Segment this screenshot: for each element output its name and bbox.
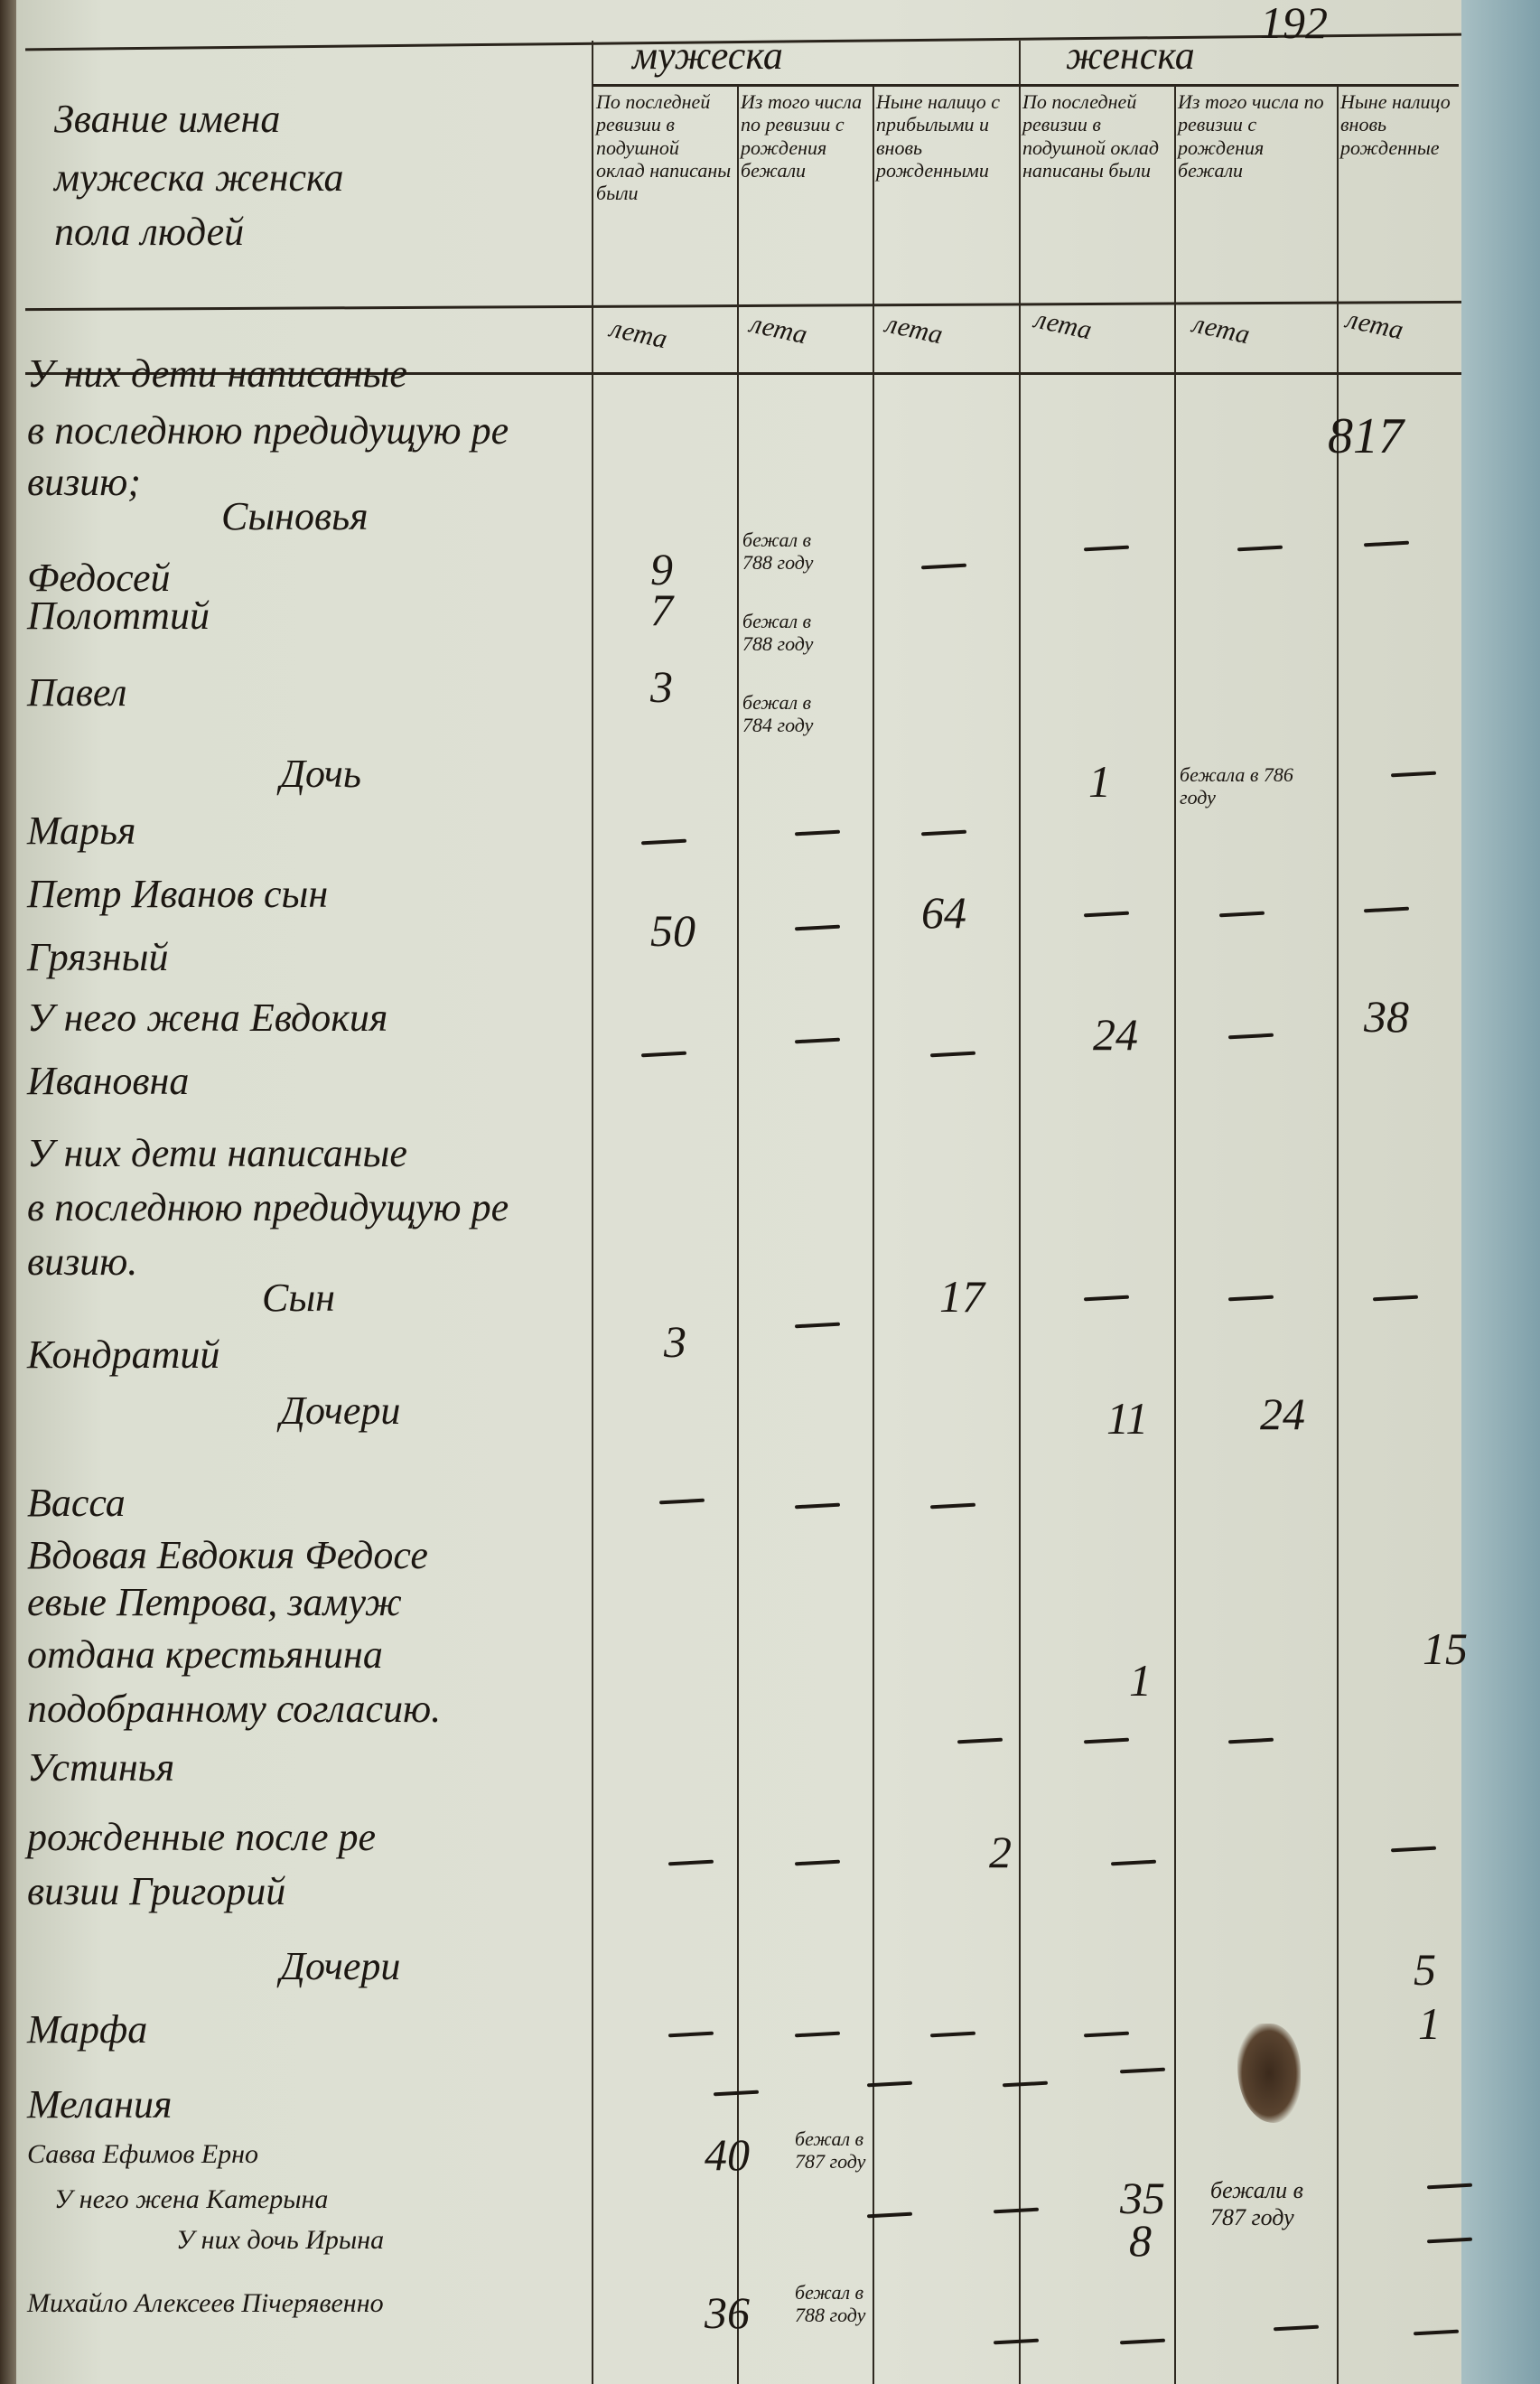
female-now: 15 <box>1423 1623 1468 1674</box>
male-fled: бежал в 788 году <box>742 528 814 575</box>
subcol-3: Ныне налицо с прибылыми и вновь рожденны… <box>876 90 1001 182</box>
male-prev: 40 <box>705 2129 750 2180</box>
row-name: Дочери <box>280 1388 401 1433</box>
row-name: подобранному согласию. <box>27 1687 442 1731</box>
row-name: Павел <box>27 670 127 715</box>
row-name: У него жена Евдокия <box>27 996 388 1040</box>
row-name: У них дочь Ирына <box>176 2225 385 2255</box>
male-prev: 7 <box>650 584 673 635</box>
row-name: У него жена Катерына <box>54 2184 329 2214</box>
row-name: Васса <box>27 1481 126 1525</box>
row-name: Мелания <box>27 2082 173 2127</box>
male-prev: 9 <box>650 544 673 594</box>
document-page <box>16 0 1461 2384</box>
header-name-1: Звание имена <box>54 97 281 141</box>
row-name: Устинья <box>27 1745 175 1790</box>
row-name: Петр Иванов сын <box>27 872 329 916</box>
row-name: Марфа <box>27 2007 148 2052</box>
page-number: 192 <box>1260 0 1328 48</box>
row-name: Грязный <box>27 935 169 979</box>
header-name-2: мужеска женска <box>54 155 344 200</box>
row-name: рожденные после ре <box>27 1815 377 1859</box>
male-fled: бежал в 787 году <box>795 2127 866 2174</box>
row-name: в последнюю предидущую ре <box>27 408 509 453</box>
header-name-3: пола людей <box>54 210 245 254</box>
subcol-2: Из того числа по ревизии с рождения бежа… <box>741 90 863 182</box>
female-fled: 24 <box>1260 1388 1305 1439</box>
rule-unit-bottom <box>25 372 1461 375</box>
male-prev: 3 <box>650 661 673 712</box>
male-now: 17 <box>939 1271 985 1322</box>
male-fled: бежал в 788 году <box>742 610 814 656</box>
col-divider <box>1337 86 1339 2384</box>
female-fled: бежали в 787 году <box>1210 2177 1303 2230</box>
subcol-5: Из того числа по ревизии с рождения бежа… <box>1178 90 1324 182</box>
female-prev: 35 <box>1120 2173 1165 2223</box>
row-name: евые Петрова, замуж <box>27 1580 402 1624</box>
row-name: Сыновья <box>221 494 369 538</box>
row-name: У них дети написаные <box>27 1131 407 1175</box>
col-divider <box>873 86 874 2384</box>
header-female: женска <box>1066 33 1195 78</box>
row-name: визию. <box>27 1239 138 1284</box>
row-name: Сын <box>262 1276 335 1320</box>
female-prev: 8 <box>1129 2215 1152 2266</box>
subcol-1: По последней ревизии в подушной оклад на… <box>596 90 732 205</box>
female-fled: бежала в 786 году <box>1180 763 1293 809</box>
row-name: Вдовая Евдокия Федосе <box>27 1533 428 1577</box>
male-now: 2 <box>989 1827 1012 1877</box>
row-name: Полоттий <box>27 594 210 638</box>
rule-subheader <box>592 84 1459 87</box>
row-name: в последнюю предидущую ре <box>27 1185 509 1229</box>
page-edge <box>1461 0 1540 2384</box>
male-prev: 3 <box>664 1316 686 1367</box>
row-name: Марья <box>27 809 136 853</box>
col-divider <box>592 41 593 2384</box>
subcol-6: Ныне налицо вновь рожденные <box>1340 90 1451 159</box>
stamp-number: 817 <box>1328 408 1404 464</box>
male-prev: 36 <box>705 2287 750 2338</box>
female-prev: 1 <box>1129 1655 1152 1706</box>
row-name: Михайло Алексеев Пічерявенно <box>27 2288 384 2318</box>
subcol-4: По последней ревизии в подушной оклад на… <box>1022 90 1160 182</box>
col-divider <box>737 86 739 2384</box>
row-name: Кондратий <box>27 1332 220 1377</box>
female-now: 5 <box>1414 1944 1436 1995</box>
book-spine <box>0 0 20 2384</box>
row-name: Савва Ефимов Ерно <box>27 2139 259 2169</box>
row-name: У них дети написаные <box>27 351 407 396</box>
female-prev: 24 <box>1093 1009 1138 1060</box>
ink-stain <box>1237 2024 1301 2123</box>
col-divider <box>1174 86 1176 2384</box>
male-fled: бежал в 784 году <box>742 691 814 737</box>
row-name: Федосей <box>27 556 171 600</box>
male-fled: бежал в 788 году <box>795 2281 866 2327</box>
header-male: мужеска <box>632 33 783 78</box>
row-name: Дочери <box>280 1944 401 1988</box>
row-name: визию; <box>27 460 141 504</box>
row-name: Ивановна <box>27 1059 190 1103</box>
row-name: Дочь <box>280 752 361 796</box>
male-prev: 50 <box>650 905 695 956</box>
female-now: 38 <box>1364 991 1409 1042</box>
female-now: 1 <box>1418 1998 1441 2049</box>
col-divider <box>1019 41 1021 2384</box>
row-name: визии Григорий <box>27 1869 286 1913</box>
female-prev: 11 <box>1106 1393 1149 1444</box>
row-name: отдана крестьянина <box>27 1632 383 1677</box>
male-now: 64 <box>921 887 966 938</box>
female-prev: 1 <box>1088 756 1111 807</box>
